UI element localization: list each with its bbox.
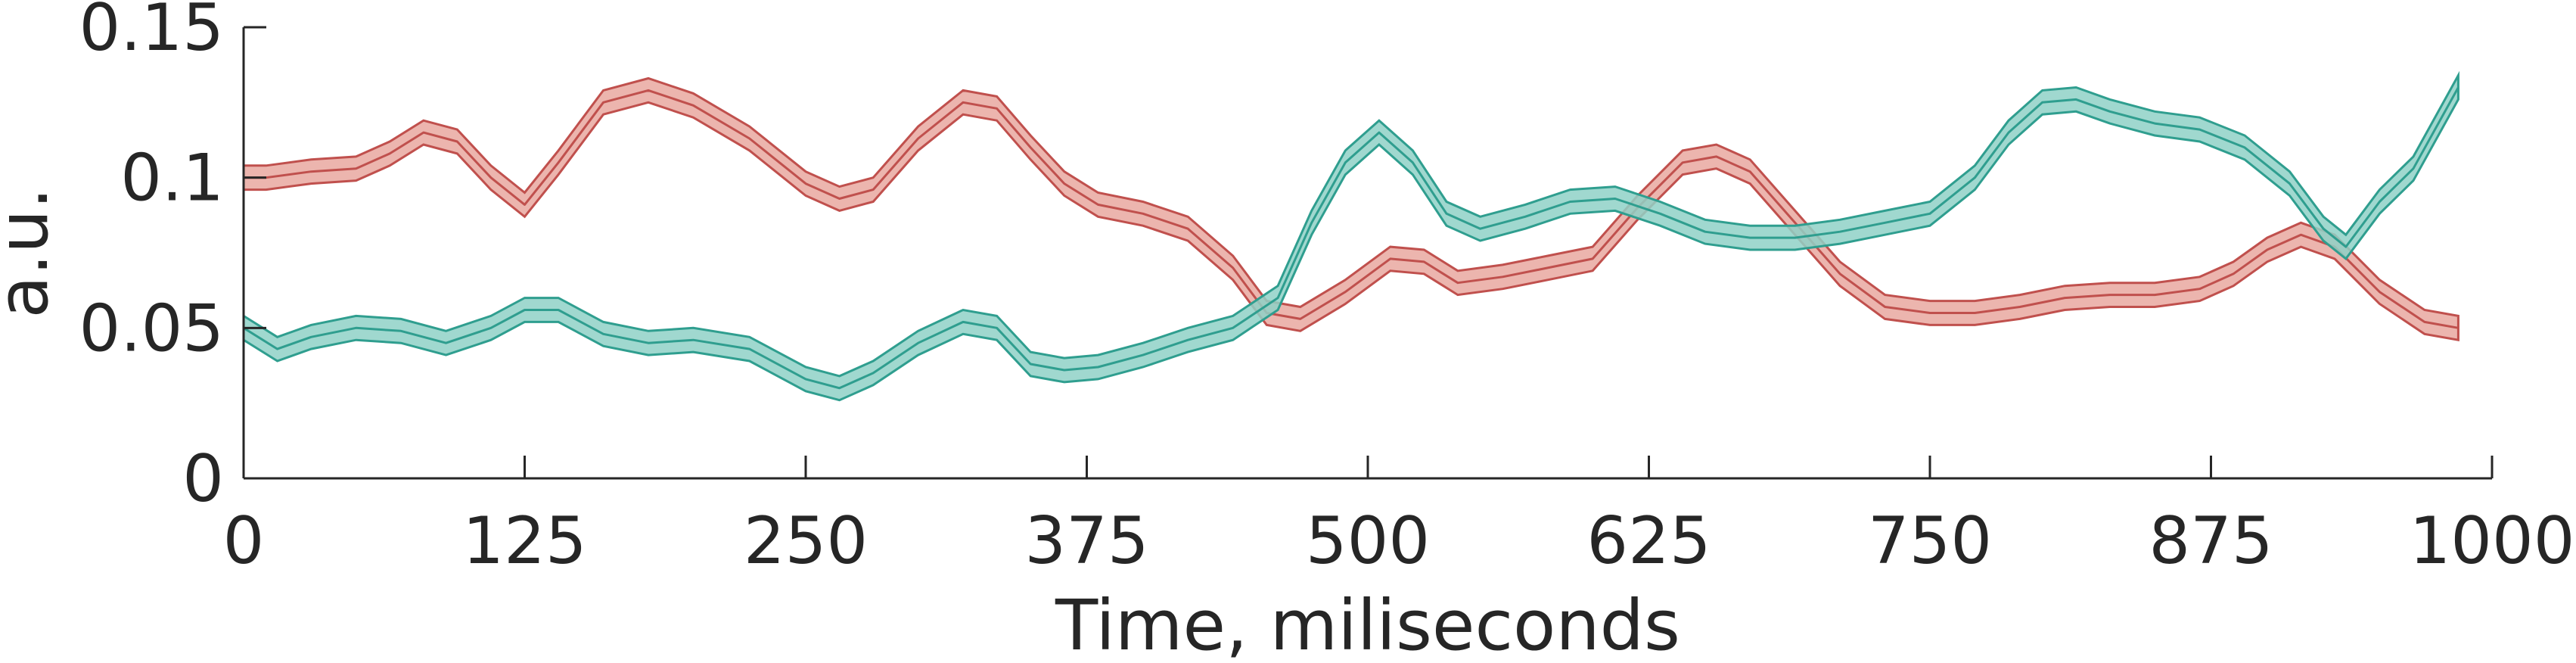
- y-tick-label: 0.1: [120, 141, 224, 216]
- x-axis-title: Time, miliseconds: [1055, 585, 1680, 663]
- series-1-line: [244, 89, 2459, 329]
- y-tick-label: 0.15: [79, 0, 224, 66]
- x-tick-label: 250: [744, 503, 868, 579]
- x-tick-label: 1000: [2410, 503, 2575, 579]
- x-ticks: 0 125 250 375 500 625 750 875 1000: [223, 456, 2575, 579]
- x-tick-label: 375: [1024, 503, 1148, 579]
- series-2-line: [243, 86, 2459, 390]
- y-tick-label: 0.05: [79, 291, 224, 366]
- x-tick-label: 750: [1868, 503, 1992, 579]
- x-tick-label: 0: [223, 503, 265, 579]
- x-tick-label: 125: [462, 503, 586, 579]
- y-tick-label: 0: [182, 441, 224, 517]
- series-2-error-band: [242, 70, 2459, 402]
- x-tick-label: 625: [1586, 503, 1711, 579]
- y-ticks: 0 0.05 0.1 0.15: [79, 0, 266, 517]
- series-layer: [242, 70, 2459, 402]
- axes: [242, 27, 2492, 480]
- y-axis-title: a.u.: [0, 187, 64, 318]
- x-tick-label: 875: [2149, 503, 2273, 579]
- x-tick-label: 500: [1306, 503, 1430, 579]
